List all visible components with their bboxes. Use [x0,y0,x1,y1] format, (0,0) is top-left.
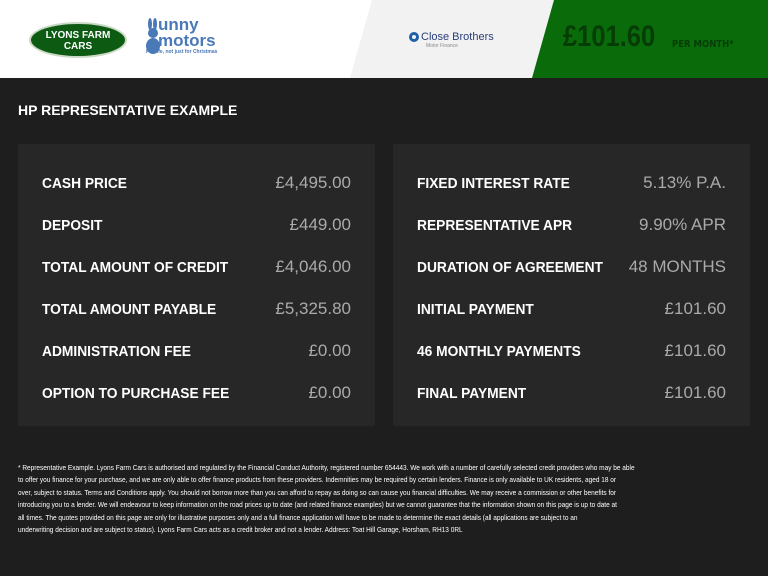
bunny-motors-logo[interactable]: unny motors For life, not just for Chris… [146,15,218,55]
finance-row: OPTION TO PURCHASE FEE £0.00 [42,383,351,406]
finance-row: REPRESENTATIVE APR 9.90% APR [417,215,726,238]
finance-label: OPTION TO PURCHASE FEE [42,386,230,402]
finance-label: TOTAL AMOUNT PAYABLE [42,302,217,318]
finance-label: FIXED INTEREST RATE [417,176,570,192]
finance-label: TOTAL AMOUNT OF CREDIT [42,260,229,276]
right-finance-panel: FIXED INTEREST RATE 5.13% P.A. REPRESENTAT… [393,144,750,426]
bunny-icon [146,18,160,54]
finance-label: REPRESENTATIVE APR [417,218,573,234]
disclaimer-line: to offer you finance for your purchase, … [18,475,617,485]
finance-row: ADMINISTRATION FEE £0.00 [42,341,351,364]
page-title: HP REPRESENTATIVE EXAMPLE [18,102,238,118]
header-price-band [532,0,768,78]
finance-row: FINAL PAYMENT £101.60 [417,383,726,406]
finance-value: £101.60 [664,383,726,402]
finance-value: 9.90% APR [639,215,726,234]
finance-row: FIXED INTEREST RATE 5.13% P.A. [417,173,726,196]
finance-value: £4,046.00 [275,257,351,276]
left-finance-panel: CASH PRICE £4,495.00 DEPOSIT £449.00 TOTAL A… [18,144,375,426]
disclaimer: * Representative Example. Lyons Farm Car… [18,462,635,536]
finance-value: 5.13% P.A. [643,173,726,192]
disclaimer-line: underwriting decision and are subject to… [18,525,463,535]
finance-label: 46 MONTHLY PAYMENTS [417,344,581,360]
lyons-farm-cars-logo[interactable]: LYONS FARM CARS [29,22,127,58]
close-brothers-icon [409,32,419,42]
disclaimer-line: over, subject to status. Terms and Condi… [18,487,617,497]
finance-label: DURATION OF AGREEMENT [417,260,603,276]
finance-value: £0.00 [308,383,351,402]
finance-value: 48 MONTHS [628,257,726,276]
finance-label: FINAL PAYMENT [417,386,527,402]
finance-value: £5,325.80 [275,299,351,318]
finance-label: CASH PRICE [42,176,127,192]
finance-value: £101.60 [664,299,726,318]
per-month-label: PER MONTH* [672,39,734,50]
disclaimer-line: * Representative Example. Lyons Farm Car… [18,463,635,472]
disclaimer-line: introducing you to a lender. We will end… [18,500,617,510]
finance-row: TOTAL AMOUNT OF CREDIT £4,046.00 [42,257,351,280]
finance-value: £4,495.00 [275,173,351,192]
finance-row: CASH PRICE £4,495.00 [42,173,351,196]
finance-value: £449.00 [289,215,351,234]
finance-row: INITIAL PAYMENT £101.60 [417,299,726,322]
finance-label: ADMINISTRATION FEE [42,344,191,360]
close-brothers-logo: Close Brothers Motor Finance [409,31,494,49]
disclaimer-line: all times. The quotes provided on this p… [18,512,578,522]
finance-row: 46 MONTHLY PAYMENTS £101.60 [417,341,726,364]
finance-label: DEPOSIT [42,218,103,234]
finance-row: TOTAL AMOUNT PAYABLE £5,325.80 [42,299,351,322]
finance-row: DURATION OF AGREEMENT 48 MONTHS [417,257,726,280]
monthly-price: £101.60 [563,20,656,53]
finance-label: INITIAL PAYMENT [417,302,534,318]
finance-row: DEPOSIT £449.00 [42,215,351,238]
finance-value: £101.60 [664,341,726,360]
header: LYONS FARM CARS unny motors For life, no… [0,0,768,78]
finance-value: £0.00 [308,341,351,360]
